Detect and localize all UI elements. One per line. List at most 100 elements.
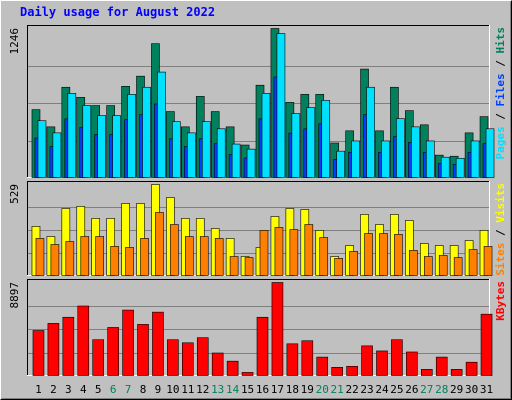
bar	[187, 132, 196, 178]
bar	[152, 311, 164, 376]
bar	[394, 234, 403, 276]
legend-entry: Hits	[494, 27, 507, 54]
bar	[261, 93, 271, 178]
bar	[95, 236, 105, 276]
bar	[77, 305, 90, 376]
bar	[142, 86, 151, 178]
legend-separator: /	[494, 54, 507, 74]
bar	[271, 282, 284, 376]
x-tick-label: 16	[256, 383, 269, 396]
x-tick-label: 6	[110, 383, 117, 396]
x-tick-label: 28	[435, 383, 448, 396]
x-tick-label: 10	[166, 383, 179, 396]
bar	[331, 367, 343, 376]
y-tick-label: 1246	[8, 28, 21, 55]
x-tick-label: 19	[301, 383, 314, 396]
bar	[50, 244, 60, 276]
y-tick-label: 8897	[8, 282, 21, 309]
x-tick-label: 2	[50, 383, 57, 396]
x-tick-label: 5	[95, 383, 102, 396]
x-tick-label: 17	[271, 383, 284, 396]
bar	[455, 157, 465, 178]
bar	[450, 369, 463, 376]
panel-edge	[27, 181, 490, 276]
bar	[125, 247, 134, 276]
bar	[196, 337, 209, 376]
bar	[226, 360, 239, 376]
legend-separator: /	[494, 107, 507, 127]
bar	[157, 71, 166, 178]
bar	[381, 140, 390, 178]
panel-edge	[27, 279, 490, 376]
bar	[319, 237, 329, 276]
bar	[440, 156, 450, 178]
bar	[304, 224, 314, 276]
bar	[465, 361, 478, 376]
bar	[349, 251, 358, 276]
bar	[435, 356, 448, 376]
x-tick-label: 12	[196, 383, 209, 396]
legend-separator: /	[494, 223, 507, 243]
bar	[423, 256, 433, 276]
bar	[107, 327, 119, 376]
bar	[274, 227, 284, 276]
bar	[316, 356, 329, 376]
bar	[289, 229, 299, 276]
bar	[391, 339, 403, 376]
legend-entry: Visits	[494, 183, 507, 223]
bar	[425, 140, 435, 178]
x-tick-label: 8	[140, 383, 147, 396]
bar	[336, 150, 345, 178]
x-tick-label: 25	[390, 383, 403, 396]
x-tick-label: 1	[35, 383, 42, 396]
bar	[480, 313, 493, 376]
bar	[67, 93, 77, 178]
bar	[122, 309, 134, 376]
bar	[411, 126, 420, 178]
bar	[420, 369, 433, 376]
legend: Sites / Visits	[494, 183, 507, 276]
bar	[112, 115, 121, 178]
bar	[376, 350, 388, 376]
x-tick-label: 3	[65, 383, 72, 396]
bar	[321, 100, 331, 178]
x-tick-label: 31	[480, 383, 493, 396]
bar	[379, 233, 388, 276]
bar	[453, 257, 463, 276]
bar	[167, 339, 179, 376]
x-tick-label: 23	[360, 383, 373, 396]
legend-entry: Files	[494, 73, 507, 106]
x-tick-label: 13	[211, 383, 224, 396]
bar	[246, 148, 256, 178]
bar	[172, 121, 181, 178]
bar	[92, 339, 105, 376]
bar	[409, 250, 418, 276]
legend: Pages / Files / Hits	[494, 27, 507, 160]
bar	[35, 238, 45, 276]
x-tick-label: 7	[125, 383, 132, 396]
y-tick-label: 529	[8, 184, 21, 204]
bar	[182, 342, 194, 376]
bar	[346, 365, 358, 376]
panel-edge	[27, 25, 490, 178]
bar	[364, 233, 373, 276]
x-tick-label: 21	[331, 383, 344, 396]
bar	[229, 256, 239, 276]
x-tick-label: 30	[465, 383, 478, 396]
bar	[170, 224, 179, 276]
legend-entry: Sites	[494, 243, 507, 276]
bar	[97, 115, 107, 178]
bar	[483, 246, 493, 276]
bar	[334, 258, 343, 276]
legend-entry: Pages	[494, 126, 507, 159]
legend: KBytes	[494, 281, 507, 321]
chart-title: Daily usage for August 2022	[20, 5, 215, 19]
x-tick-label: 15	[241, 383, 254, 396]
bar	[438, 255, 448, 276]
bar	[231, 143, 241, 178]
x-tick-label: 27	[420, 383, 433, 396]
x-tick-label: 20	[316, 383, 329, 396]
bar	[185, 236, 194, 276]
